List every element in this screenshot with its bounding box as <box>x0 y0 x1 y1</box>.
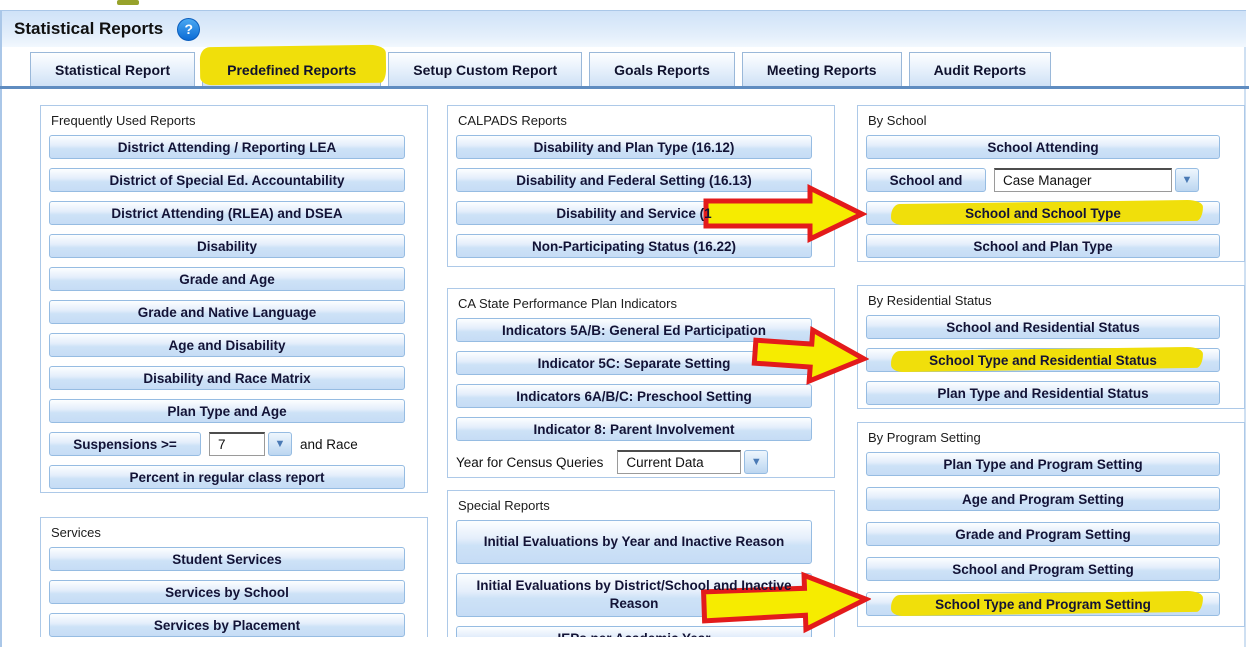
panel-ca-state-performance-plan-indicators: CA State Performance Plan Indicators Ind… <box>447 288 835 478</box>
report-button-indicators-6abc[interactable]: Indicators 6A/B/C: Preschool Setting <box>456 384 812 408</box>
panel-title: By Program Setting <box>868 430 981 445</box>
report-button-disability-and-race-matrix[interactable]: Disability and Race Matrix <box>49 366 405 390</box>
census-year-select[interactable]: Current Data ▼ <box>617 450 769 474</box>
school-and-row: School and Case Manager ▼ <box>866 168 1220 192</box>
window-left-border <box>0 10 2 647</box>
report-button-grade-and-age[interactable]: Grade and Age <box>49 267 405 291</box>
report-button-disability-plan-type-1612[interactable]: Disability and Plan Type (16.12) <box>456 135 812 159</box>
report-button-district-attending-rlea-dsea[interactable]: District Attending (RLEA) and DSEA <box>49 201 405 225</box>
report-button-ieps-per-academic-year[interactable]: IEPs per Academic Year <box>456 626 812 637</box>
report-button-plan-type-and-age[interactable]: Plan Type and Age <box>49 399 405 423</box>
census-year-label: Year for Census Queries <box>456 454 604 470</box>
report-button-school-and[interactable]: School and <box>866 168 986 192</box>
report-button-school-attending[interactable]: School Attending <box>866 135 1220 159</box>
panel-calpads-reports: CALPADS Reports Disability and Plan Type… <box>447 105 835 267</box>
panel-title: CALPADS Reports <box>458 113 567 128</box>
report-button-school-and-school-type[interactable]: School and School Type <box>866 201 1220 225</box>
report-button-disability-and-service[interactable]: Disability and Service (1 <box>456 201 812 225</box>
report-button-school-type-and-residential-status[interactable]: School Type and Residential Status <box>866 348 1220 372</box>
report-button-school-and-program-setting[interactable]: School and Program Setting <box>866 557 1220 581</box>
report-button-disability[interactable]: Disability <box>49 234 405 258</box>
report-button-grade-and-program-setting[interactable]: Grade and Program Setting <box>866 522 1220 546</box>
panel-by-school: By School School Attending School and Ca… <box>857 105 1245 262</box>
panel-frequently-used-reports: Frequently Used Reports District Attendi… <box>40 105 428 493</box>
report-button-services-by-placement[interactable]: Services by Placement <box>49 613 405 637</box>
report-button-age-and-program-setting[interactable]: Age and Program Setting <box>866 487 1220 511</box>
report-button-plan-type-and-residential-status[interactable]: Plan Type and Residential Status <box>866 381 1220 405</box>
panel-title: Frequently Used Reports <box>51 113 196 128</box>
report-button-services-by-school[interactable]: Services by School <box>49 580 405 604</box>
panel-by-program-setting: By Program Setting Plan Type and Program… <box>857 422 1245 627</box>
report-button-disability-federal-setting-1613[interactable]: Disability and Federal Setting (16.13) <box>456 168 812 192</box>
panel-services: Services Student Services Services by Sc… <box>40 517 428 637</box>
page-title: Statistical Reports <box>14 19 164 38</box>
report-button-suspensions[interactable]: Suspensions >= <box>49 432 201 456</box>
tab-predefined-reports[interactable]: Predefined Reports <box>202 52 382 86</box>
report-button-age-and-disability[interactable]: Age and Disability <box>49 333 405 357</box>
report-button-percent-regular-class[interactable]: Percent in regular class report <box>49 465 405 489</box>
panel-title: By School <box>868 113 927 128</box>
help-icon[interactable]: ? <box>177 17 201 41</box>
report-button-school-type-and-program-setting[interactable]: School Type and Program Setting <box>866 592 1220 616</box>
report-button-school-and-residential-status[interactable]: School and Residential Status <box>866 315 1220 339</box>
panel-title: Services <box>51 525 101 540</box>
suspensions-count-select[interactable]: 7 ▼ <box>209 432 292 456</box>
chevron-down-icon[interactable]: ▼ <box>268 432 292 456</box>
report-button-indicators-5ab[interactable]: Indicators 5A/B: General Ed Participatio… <box>456 318 812 342</box>
tab-audit-reports[interactable]: Audit Reports <box>908 52 1052 86</box>
panel-by-residential-status: By Residential Status School and Residen… <box>857 285 1245 409</box>
suspensions-count-value: 7 <box>209 432 265 456</box>
census-year-row: Year for Census Queries Current Data ▼ <box>456 450 812 474</box>
panel-title: Special Reports <box>458 498 550 513</box>
report-button-indicator-5c[interactable]: Indicator 5C: Separate Setting <box>456 351 812 375</box>
tab-bottom-rule <box>0 86 1249 89</box>
title-bar: Statistical Reports ? <box>2 10 1246 47</box>
content-area: Frequently Used Reports District Attendi… <box>0 90 1249 637</box>
suspensions-suffix-label: and Race <box>300 436 358 452</box>
report-button-school-and-plan-type[interactable]: School and Plan Type <box>866 234 1220 258</box>
highlighter-smudge <box>117 0 139 5</box>
suspensions-row: Suspensions >= 7 ▼ and Race <box>49 432 405 456</box>
report-button-district-special-ed-accountability[interactable]: District of Special Ed. Accountability <box>49 168 405 192</box>
census-year-value: Current Data <box>617 450 742 474</box>
tab-meeting-reports[interactable]: Meeting Reports <box>741 52 902 86</box>
report-button-district-attending-reporting-lea[interactable]: District Attending / Reporting LEA <box>49 135 405 159</box>
panel-title: By Residential Status <box>868 293 992 308</box>
report-button-indicator-8[interactable]: Indicator 8: Parent Involvement <box>456 417 812 441</box>
report-button-student-services[interactable]: Student Services <box>49 547 405 571</box>
panel-title: CA State Performance Plan Indicators <box>458 296 677 311</box>
tab-goals-reports[interactable]: Goals Reports <box>589 52 735 86</box>
chevron-down-icon[interactable]: ▼ <box>744 450 769 474</box>
tab-setup-custom-report[interactable]: Setup Custom Report <box>388 52 583 86</box>
school-and-select[interactable]: Case Manager ▼ <box>994 168 1199 192</box>
report-button-plan-type-and-program-setting[interactable]: Plan Type and Program Setting <box>866 452 1220 476</box>
chevron-down-icon[interactable]: ▼ <box>1175 168 1199 192</box>
panel-special-reports: Special Reports Initial Evaluations by Y… <box>447 490 835 637</box>
tab-bar: Statistical Report Predefined Reports Se… <box>30 52 1052 86</box>
report-button-non-participating-status-1622[interactable]: Non-Participating Status (16.22) <box>456 234 812 258</box>
report-button-initial-evals-year-inactive[interactable]: Initial Evaluations by Year and Inactive… <box>456 520 812 564</box>
school-and-value: Case Manager <box>994 168 1172 192</box>
report-button-grade-and-native-language[interactable]: Grade and Native Language <box>49 300 405 324</box>
window-right-border <box>1244 47 1246 647</box>
report-button-initial-evals-district-school-inactive[interactable]: Initial Evaluations by District/School a… <box>456 573 812 617</box>
tab-statistical-report[interactable]: Statistical Report <box>30 52 196 86</box>
